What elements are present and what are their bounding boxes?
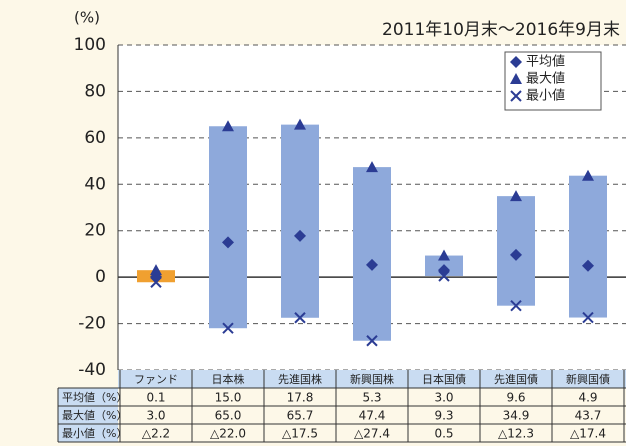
table-cell: 0.1	[146, 391, 165, 405]
table-row-label-bg	[58, 406, 118, 424]
table-row-label-bg	[58, 388, 118, 406]
table-header: 日本国債	[422, 372, 466, 386]
legend-label: 最小値	[526, 88, 565, 104]
range-bar	[569, 175, 607, 318]
marker-cross	[510, 90, 522, 102]
table-cell: 3.0	[146, 409, 165, 423]
marker-diamond	[222, 236, 234, 249]
table-cell: 0.5	[434, 427, 453, 441]
marker-diamond	[582, 259, 594, 272]
table-header: 新興国債	[566, 372, 610, 386]
table-row-label: 平均値（%）	[62, 391, 127, 404]
marker-triangle	[582, 169, 594, 181]
y-tick-label: -40	[78, 360, 106, 380]
marker-triangle	[294, 118, 306, 130]
y-tick-label: 0	[95, 267, 106, 287]
table-header: ファンド	[134, 373, 178, 386]
marker-cross	[294, 312, 306, 324]
table-header: 日本株	[212, 372, 245, 386]
y-tick-label: 60	[84, 128, 106, 148]
table-header-bg	[118, 370, 626, 388]
table-cell: △17.5	[282, 427, 318, 441]
range-bar	[281, 124, 319, 318]
y-tick-label: 100	[74, 35, 106, 55]
legend-label: 平均値	[526, 54, 565, 70]
table-cell: △17.4	[570, 427, 606, 441]
marker-cross	[150, 276, 162, 288]
y-tick-label: 40	[84, 174, 106, 194]
table-cell: △2.2	[142, 427, 170, 441]
table-cell: 5.3	[362, 391, 381, 405]
marker-diamond	[366, 258, 378, 271]
marker-triangle	[222, 120, 234, 132]
marker-diamond	[510, 248, 522, 261]
table-cell: △22.0	[210, 427, 246, 441]
y-tick-label: -20	[78, 314, 106, 334]
marker-cross	[582, 311, 594, 324]
marker-triangle	[510, 73, 522, 84]
range-bar	[209, 126, 247, 329]
y-tick-label: 80	[84, 81, 106, 101]
unit-label: (%)	[74, 9, 100, 27]
legend-label: 最大値	[526, 71, 565, 87]
table-cell: 3.0	[434, 391, 453, 405]
table-cell: 15.0	[215, 391, 242, 405]
table-cell: 9.3	[434, 409, 453, 423]
table-cell: 9.6	[506, 391, 525, 405]
table-cell: 17.8	[287, 391, 314, 405]
marker-cross	[366, 335, 378, 347]
table-row-label-bg	[58, 424, 118, 442]
table-header: 新興国株	[350, 372, 394, 386]
chart-subtitle: 2011年10月末～2016年9月末	[382, 20, 620, 40]
marker-cross	[222, 322, 234, 334]
marker-diamond	[294, 229, 306, 242]
table-cell: 65.7	[287, 409, 314, 423]
table-cell: 47.4	[359, 409, 386, 423]
table-cell: △27.4	[354, 427, 390, 441]
table-header: 先進国株	[278, 372, 322, 386]
table-header: 先進国債	[494, 372, 538, 386]
marker-cross	[510, 299, 522, 312]
marker-cross	[438, 270, 450, 282]
table-cell: 4.9	[578, 391, 597, 405]
table-cell: △12.3	[498, 427, 534, 441]
marker-triangle	[366, 161, 378, 173]
marker-triangle	[510, 190, 522, 202]
table-row-label: 最小値（%）	[62, 427, 127, 440]
range-bar	[353, 167, 391, 341]
table-row-label: 最大値（%）	[62, 408, 127, 422]
marker-diamond	[510, 56, 522, 68]
marker-triangle	[150, 264, 162, 276]
table-cell: 43.7	[575, 409, 602, 423]
y-tick-label: 20	[84, 221, 106, 241]
table-cell: 34.9	[503, 409, 530, 423]
table-cell: 65.0	[215, 409, 242, 423]
marker-triangle	[438, 249, 450, 261]
